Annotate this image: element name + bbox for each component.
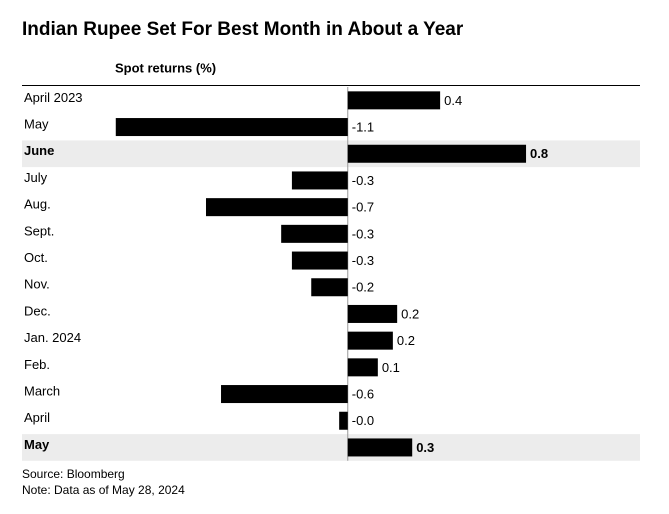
bar (311, 278, 348, 297)
row-label: Sept. (24, 223, 54, 238)
row-label: Jan. 2024 (24, 330, 81, 345)
row-label: April 2023 (24, 90, 83, 105)
row-label: April (24, 410, 50, 425)
source: Source: Bloomberg (22, 467, 125, 481)
chart-subtitle: Spot returns (%) (115, 60, 216, 75)
bar (347, 304, 398, 323)
row-label: Nov. (24, 277, 50, 292)
bar (347, 91, 441, 110)
bar (347, 144, 527, 163)
bar (339, 411, 348, 430)
value-label: 0.1 (382, 360, 400, 375)
row-label: Feb. (24, 357, 50, 372)
bar (291, 251, 348, 270)
bar (347, 331, 393, 350)
bar (291, 171, 348, 190)
bar (347, 358, 378, 377)
value-label: -0.0 (352, 413, 374, 428)
value-label: 0.3 (416, 440, 434, 455)
row-label: Oct. (24, 250, 48, 265)
value-label: -0.3 (352, 253, 374, 268)
row-label: May (24, 437, 50, 452)
bar (281, 224, 348, 243)
row-label: June (24, 143, 54, 158)
note: Note: Data as of May 28, 2024 (22, 483, 185, 497)
row-highlight (22, 434, 640, 461)
value-label: -0.3 (352, 173, 374, 188)
row-label: Aug. (24, 197, 51, 212)
value-label: 0.4 (444, 93, 462, 108)
value-label: -0.3 (352, 226, 374, 241)
row-label: May (24, 116, 49, 131)
value-label: 0.2 (397, 333, 415, 348)
rows: April 2023 0.4 May -1.1 June 0.8 July -0.3 Aug. -… (22, 87, 640, 461)
value-label: -0.2 (352, 280, 374, 295)
value-label: 0.8 (530, 146, 548, 161)
value-label: -1.1 (352, 119, 374, 134)
row-highlight (22, 140, 640, 168)
value-label: 0.2 (401, 306, 419, 321)
value-label: -0.6 (352, 386, 374, 401)
row-label: Dec. (24, 303, 51, 318)
row-label: March (24, 383, 60, 398)
bar (205, 198, 348, 217)
chart-title: Indian Rupee Set For Best Month in About… (22, 19, 464, 40)
bar (221, 385, 348, 404)
value-label: -0.7 (352, 200, 374, 215)
bar (115, 118, 348, 137)
bar (347, 438, 413, 457)
row-label: July (24, 170, 48, 185)
